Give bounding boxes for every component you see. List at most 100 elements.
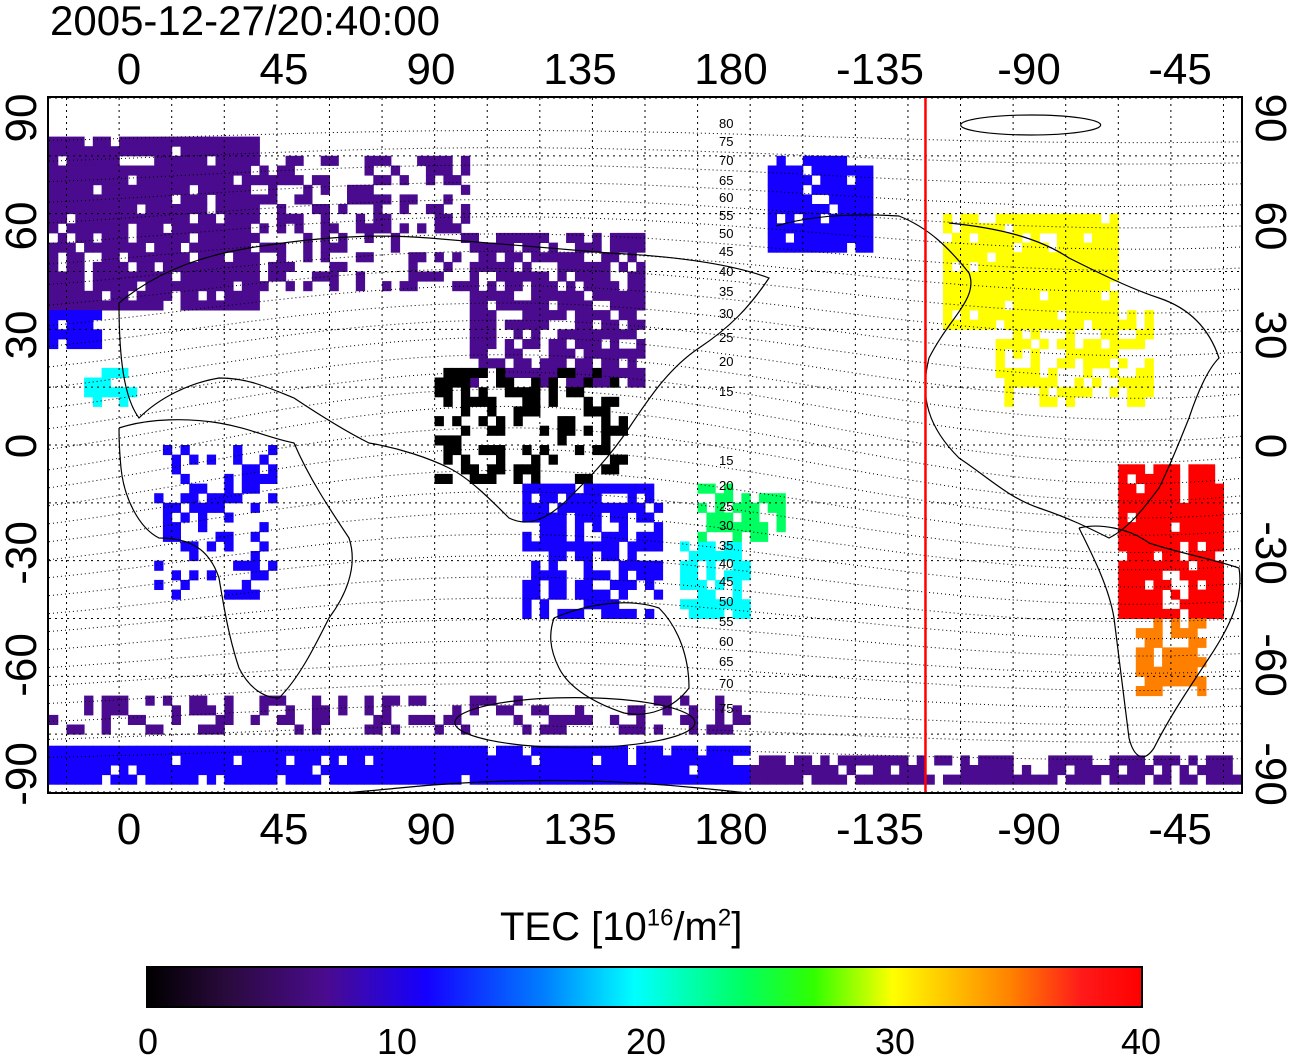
tec-cell bbox=[566, 714, 576, 725]
tec-cell bbox=[1013, 223, 1023, 234]
tec-cell bbox=[627, 310, 637, 321]
tec-cell bbox=[496, 445, 506, 456]
tec-cell bbox=[154, 300, 164, 311]
tec-cell bbox=[531, 329, 541, 340]
tec-cell bbox=[1092, 223, 1102, 234]
tec-cell bbox=[1135, 541, 1146, 552]
tec-cell bbox=[1170, 502, 1181, 513]
tec-cell bbox=[189, 223, 199, 234]
tec-cell bbox=[180, 541, 190, 552]
tec-cell bbox=[574, 367, 585, 378]
tec-cell bbox=[1214, 493, 1224, 504]
tec-cell bbox=[531, 464, 541, 475]
tec-cell bbox=[548, 774, 558, 785]
tec-cell bbox=[1004, 271, 1014, 282]
tec-cell bbox=[1030, 358, 1040, 369]
tec-cell bbox=[180, 290, 190, 301]
tec-cell bbox=[496, 464, 506, 475]
tec-cell bbox=[653, 774, 664, 785]
tec-cell bbox=[609, 339, 620, 350]
x-tick-bottom: 180 bbox=[694, 805, 768, 854]
tec-cell bbox=[1153, 560, 1163, 571]
tec-cell bbox=[443, 755, 453, 766]
tec-cell bbox=[1127, 502, 1137, 513]
tec-cell bbox=[1013, 271, 1023, 282]
tec-cell bbox=[943, 300, 953, 311]
tec-cell bbox=[57, 271, 68, 282]
tec-cell bbox=[496, 705, 506, 716]
tec-cell bbox=[574, 339, 585, 350]
tec-cell bbox=[259, 473, 269, 484]
tec-cell bbox=[101, 204, 111, 215]
tec-cell bbox=[978, 310, 988, 321]
tec-cell bbox=[417, 695, 427, 706]
tec-cell bbox=[1197, 531, 1207, 542]
tec-cell bbox=[864, 175, 874, 186]
tec-cell bbox=[162, 261, 173, 272]
tec-cell bbox=[443, 454, 453, 465]
tec-cell bbox=[1048, 300, 1058, 311]
tec-cell bbox=[1144, 608, 1154, 619]
tec-cell bbox=[1214, 589, 1224, 600]
tec-cell bbox=[294, 175, 304, 186]
tec-cell bbox=[557, 531, 567, 542]
tec-cell bbox=[443, 387, 453, 398]
tec-cell bbox=[162, 194, 173, 205]
tec-cell bbox=[986, 300, 997, 311]
tec-cell bbox=[250, 252, 260, 263]
tec-cell bbox=[1118, 570, 1128, 581]
tec-cell bbox=[741, 502, 751, 513]
tec-cell bbox=[162, 271, 173, 282]
tec-cell bbox=[627, 579, 637, 590]
tec-cell bbox=[452, 175, 462, 186]
tec-cell bbox=[250, 560, 260, 571]
tec-cell bbox=[557, 541, 567, 552]
tec-cell bbox=[1188, 618, 1198, 629]
tec-cell bbox=[837, 155, 848, 166]
map-frame bbox=[47, 96, 1243, 794]
tec-cell bbox=[233, 745, 243, 756]
tec-cell bbox=[1205, 473, 1216, 484]
tec-cell bbox=[1144, 551, 1154, 562]
tec-cell bbox=[49, 765, 59, 776]
tec-cell bbox=[285, 155, 295, 166]
tec-cell bbox=[425, 765, 436, 776]
tec-cell bbox=[1030, 261, 1040, 272]
tec-cell bbox=[531, 705, 541, 716]
tec-cell bbox=[180, 281, 190, 292]
tec-cell bbox=[198, 136, 208, 147]
tec-cell bbox=[478, 765, 488, 776]
tec-cell bbox=[66, 310, 76, 321]
tec-cell bbox=[1153, 686, 1163, 697]
tec-cell bbox=[136, 300, 146, 311]
tec-cell bbox=[1004, 377, 1014, 388]
tec-cell bbox=[206, 765, 217, 776]
tec-cell bbox=[504, 300, 515, 311]
tec-cell bbox=[785, 165, 795, 176]
tec-cell bbox=[715, 745, 725, 756]
tec-cell bbox=[469, 755, 479, 766]
tec-cell bbox=[583, 570, 593, 581]
tec-cell bbox=[1109, 319, 1119, 330]
tec-cell bbox=[49, 329, 59, 340]
tec-cell bbox=[557, 714, 567, 725]
tec-cell bbox=[986, 290, 997, 301]
tec-cell bbox=[1144, 522, 1154, 533]
tec-cell bbox=[1188, 493, 1198, 504]
tec-cell bbox=[434, 745, 444, 756]
tec-cell bbox=[469, 232, 479, 243]
tec-cell bbox=[1083, 281, 1093, 292]
tec-cell bbox=[662, 755, 672, 766]
tec-cell bbox=[618, 232, 628, 243]
tec-cell bbox=[1013, 310, 1023, 321]
tec-cell bbox=[741, 745, 751, 756]
tec-cell bbox=[1083, 310, 1093, 321]
tec-cell bbox=[224, 261, 234, 272]
tec-cell bbox=[425, 755, 436, 766]
y-tick-right: 30 bbox=[1246, 310, 1292, 360]
colorbar-label-mid: /m bbox=[673, 905, 718, 949]
tec-cell bbox=[1170, 666, 1181, 677]
tec-cell bbox=[241, 184, 252, 195]
tec-cell bbox=[373, 213, 383, 224]
tec-cell bbox=[837, 232, 848, 243]
